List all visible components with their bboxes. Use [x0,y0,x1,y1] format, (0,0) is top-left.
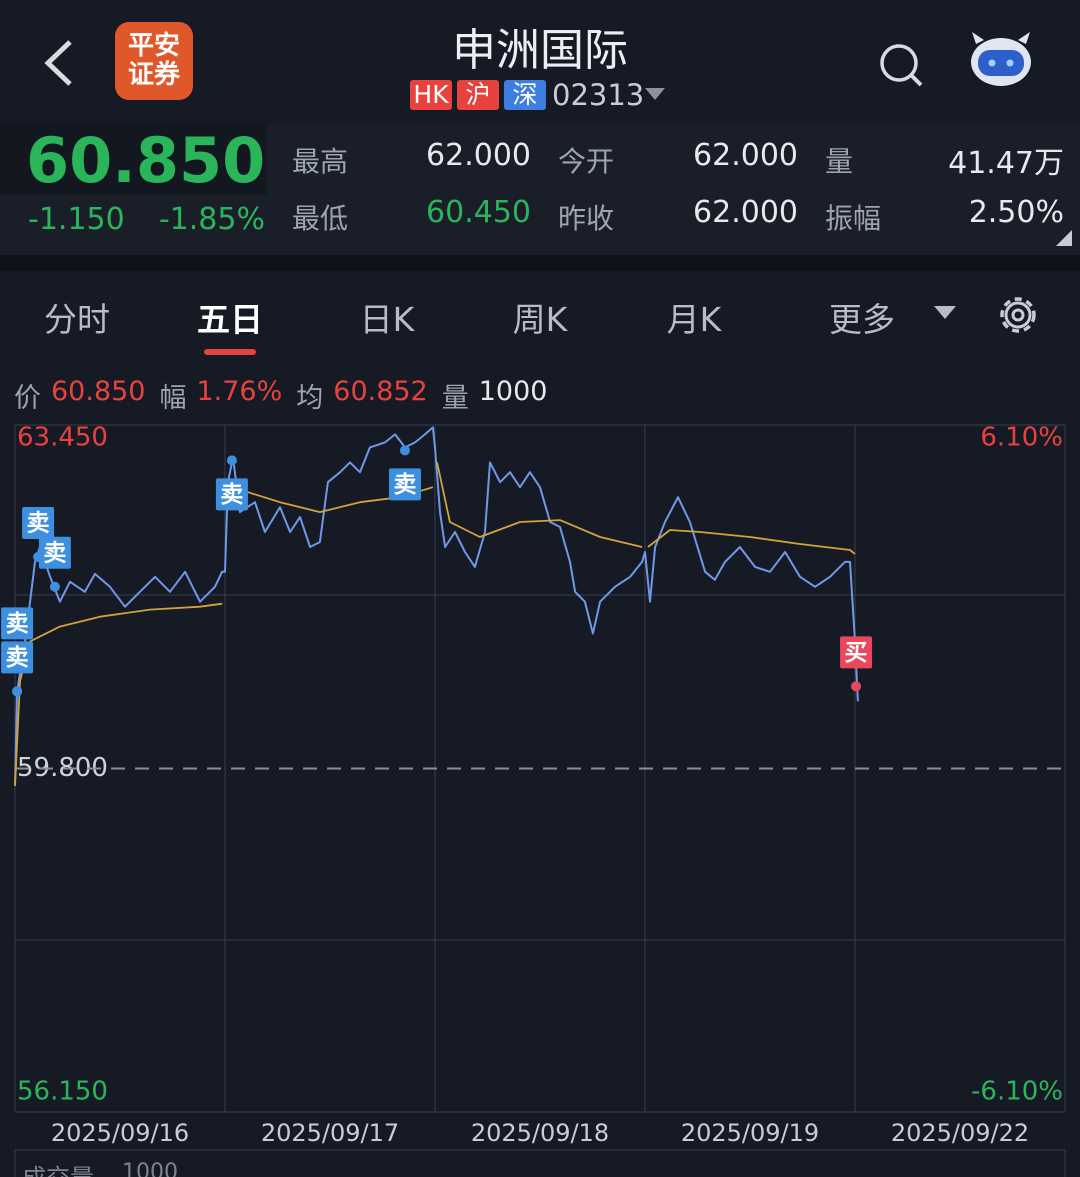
stat-label: 最高 [292,145,349,178]
signal-box [1,641,34,674]
volume-value: 1000 [122,1160,178,1177]
logo-text: 平安 [127,31,180,61]
signal-dot [49,581,60,592]
market-tag: 深 [504,80,546,110]
broker-logo[interactable]: 平安 证券 [115,22,193,100]
info-label: 价 [14,383,41,414]
info-value: 60.850 [51,376,146,407]
tab[interactable]: 日K [359,300,415,339]
signal-box [215,478,248,511]
info-value: 1000 [478,376,548,407]
tab[interactable]: 周K [512,300,568,339]
stat-label: 昨收 [558,202,615,235]
tab-underline [204,349,256,355]
logo-text: 证券 [127,60,180,90]
info-label: 量 [441,383,469,414]
tab[interactable]: 五日 [197,300,263,339]
stat-label: 振幅 [825,202,882,235]
stat-label: 量 [825,145,854,178]
signal-label: 卖 [6,645,29,671]
signal-label: 买 [845,640,868,666]
x-tick-label: 2025/09/19 [681,1119,819,1147]
stat-value: 62.000 [426,138,531,173]
signal-box [38,536,71,569]
code-dropdown[interactable] [645,88,665,102]
tab[interactable]: 分时 [44,300,110,339]
signal-dot [226,455,237,466]
signal-dot [12,686,23,697]
back-button[interactable] [40,38,80,88]
signal-box [388,468,421,501]
market-tag: 沪 [457,80,499,110]
stat-label: 今开 [558,145,615,178]
market-tag: HK [410,80,452,110]
signal-label: 卖 [27,510,50,536]
tab[interactable]: 更多 [829,300,895,339]
stock-code: 02313 [552,78,645,112]
info-value: 1.76% [196,376,283,407]
price-line [14,426,859,786]
signal-box [22,506,55,539]
settings-button[interactable] [996,293,1040,337]
signal-dot [399,445,410,456]
stat-label: 最低 [292,202,349,235]
info-value: 60.852 [333,376,428,407]
y2-tick-label: 6.10% [980,423,1063,453]
signal-box [840,636,873,669]
signal-label: 卖 [393,472,416,498]
volume-frame [14,1149,1066,1177]
x-tick-label: 2025/09/17 [261,1119,399,1147]
stock-title: 申洲国际 [452,25,628,76]
search-button[interactable] [876,40,926,90]
signal-dot [851,681,862,692]
info-label: 均 [296,383,324,414]
tab[interactable]: 月K [666,300,722,339]
assistant-button[interactable] [966,30,1036,90]
separator [0,255,1080,271]
signal-label: 卖 [6,611,29,637]
expand-corner [1056,230,1072,246]
y2-tick-label: -6.10% [971,1077,1063,1107]
x-tick-label: 2025/09/22 [891,1119,1029,1147]
y-tick-label: 56.150 [17,1077,108,1107]
stat-value: 62.000 [693,138,798,173]
last-price: 60.850 [26,124,266,197]
more-dropdown[interactable] [934,306,956,322]
signal-box [1,607,34,640]
info-label: 幅 [159,383,187,414]
stat-value: 62.000 [693,195,798,230]
signal-label: 卖 [220,482,243,508]
x-tick-label: 2025/09/16 [51,1119,189,1147]
stat-value: 60.450 [426,195,531,230]
x-tick-label: 2025/09/18 [471,1119,609,1147]
price-change-pct: -1.85% [158,202,265,237]
average-line [14,462,856,786]
price-bg [0,125,266,195]
stat-value: 2.50% [968,195,1064,230]
price-change: -1.150 [28,202,125,237]
y-tick-label: 63.450 [17,423,108,453]
signal-label: 卖 [43,540,66,566]
volume-label: 成交量 [22,1158,94,1177]
stat-value: 41.47万 [948,146,1064,181]
